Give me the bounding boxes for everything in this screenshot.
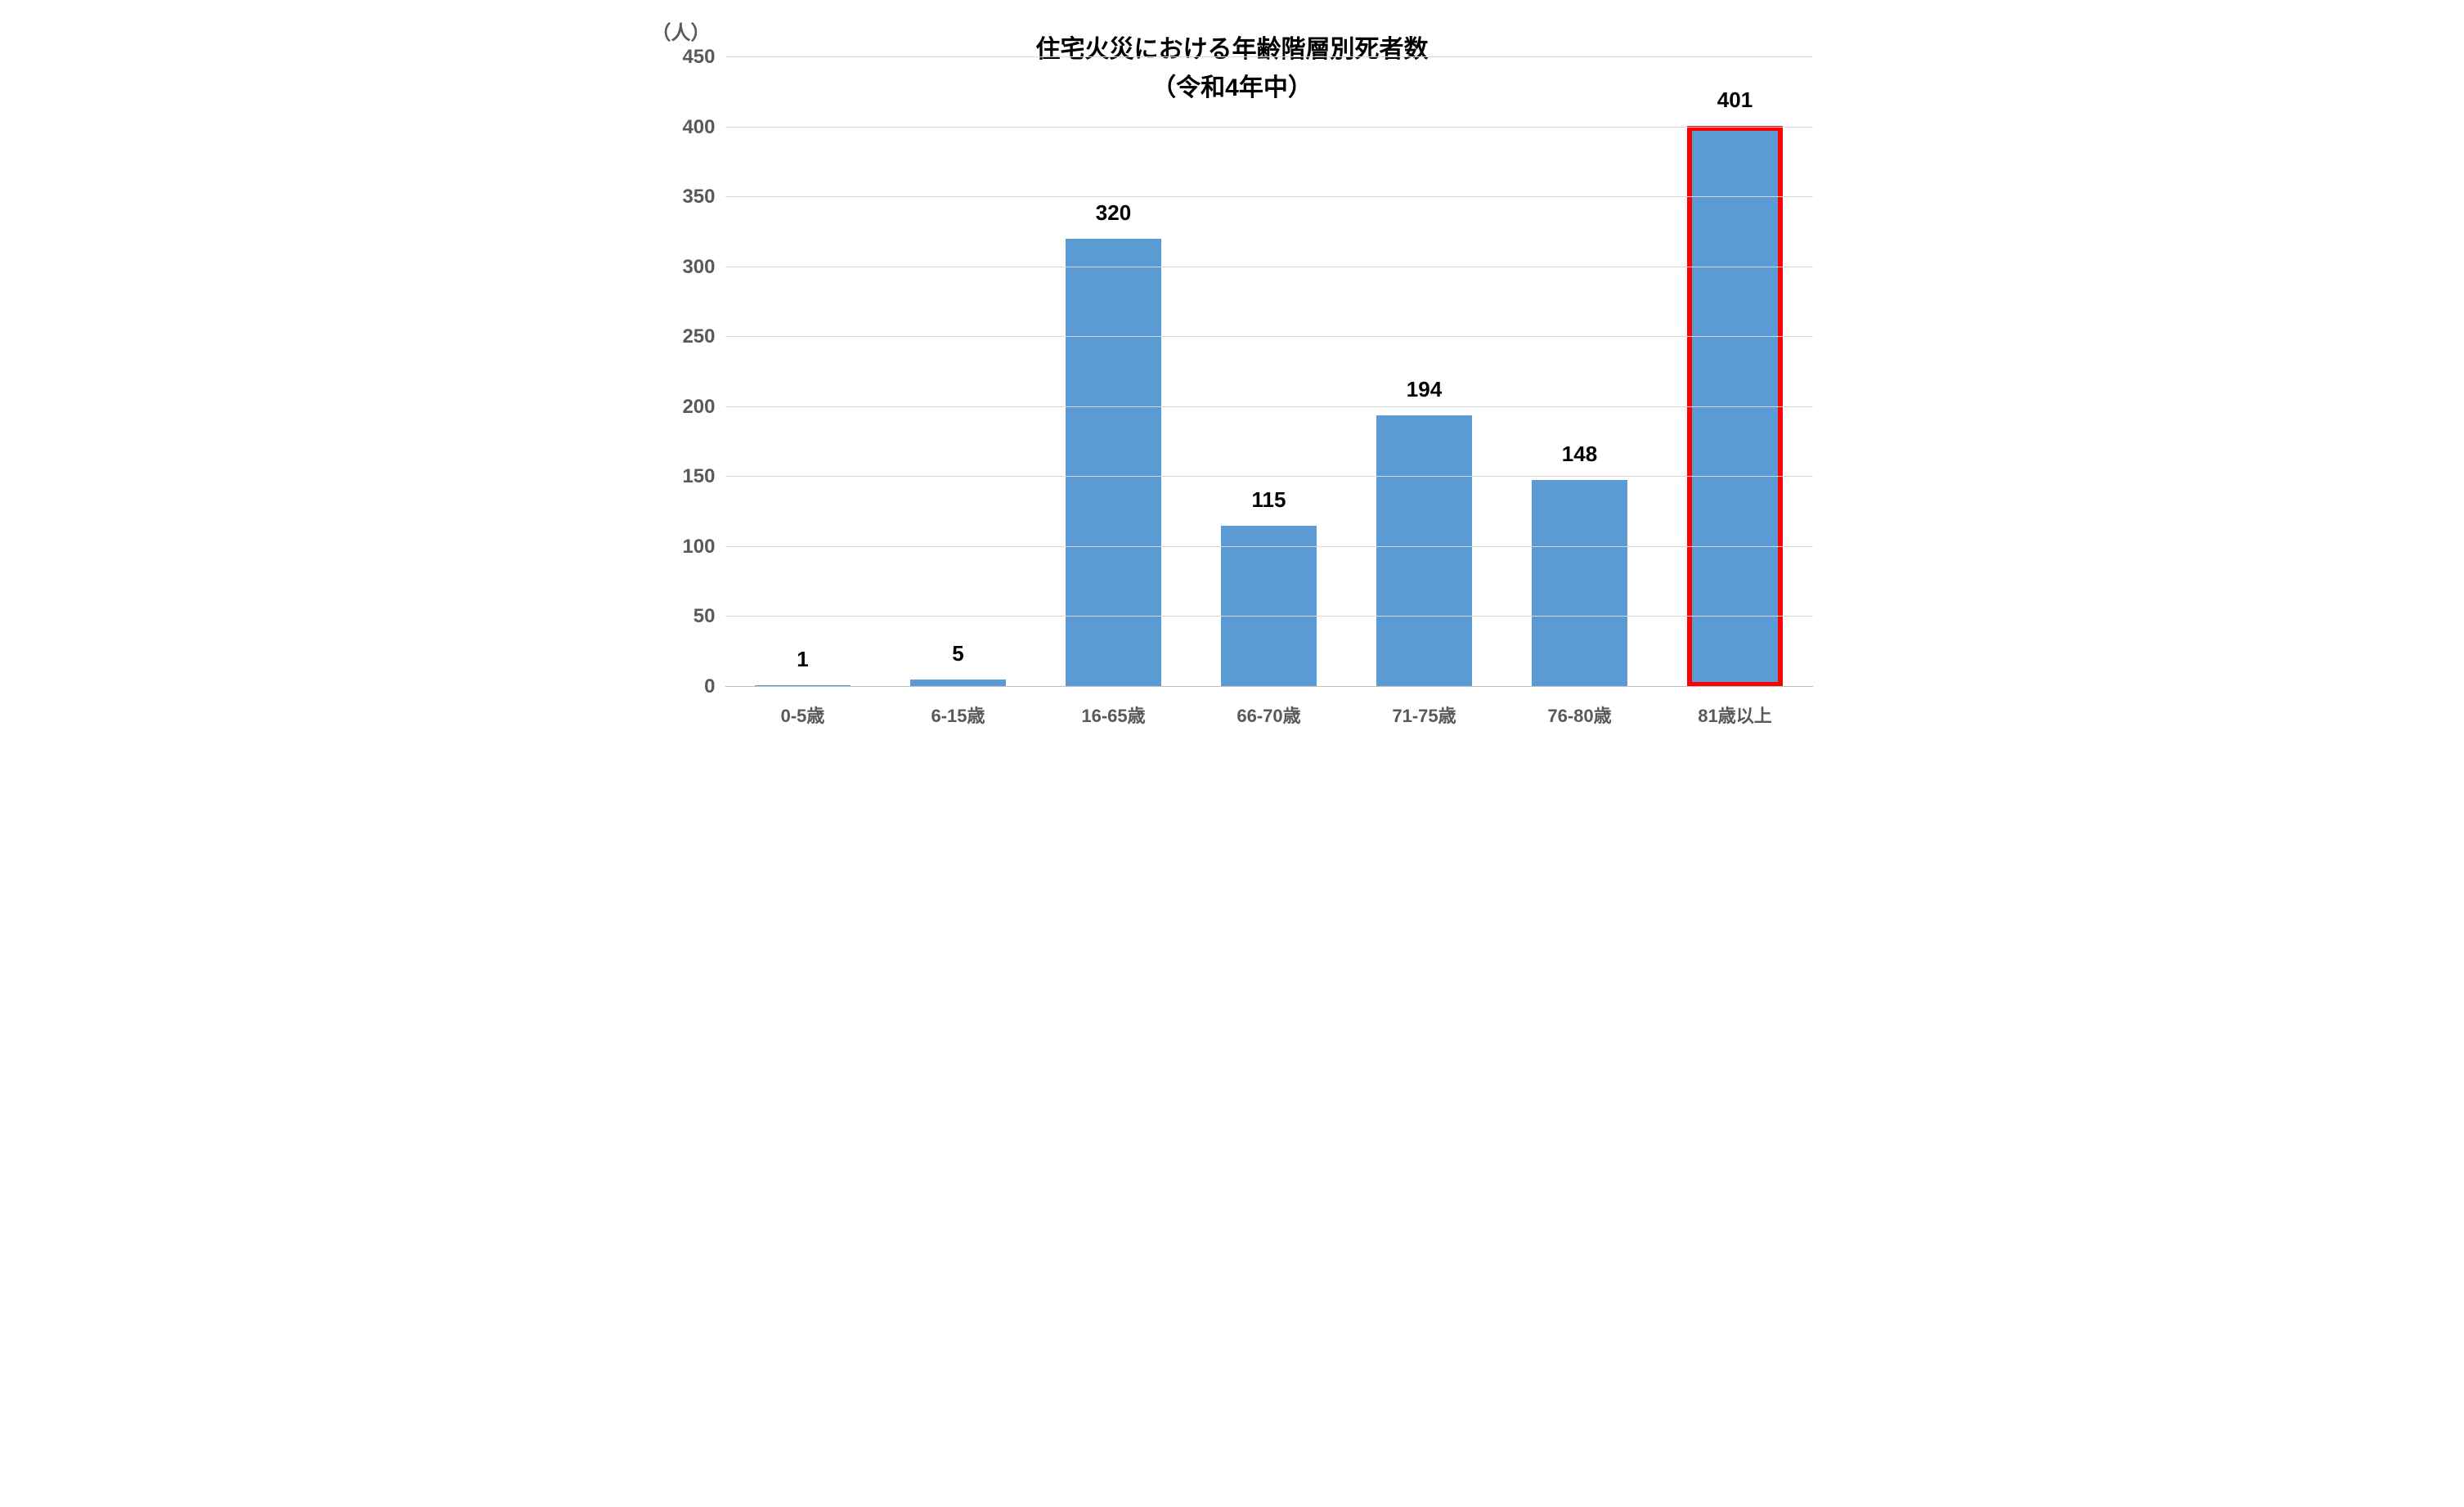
x-tick-label: 66-70歳 [1192, 702, 1347, 728]
bar-slot: 194 [1347, 57, 1502, 687]
y-tick-label: 150 [650, 465, 716, 488]
x-tick-label: 0-5歳 [725, 702, 881, 728]
bar-slot: 401 [1658, 57, 1813, 687]
gridline [725, 546, 1813, 547]
gridline [725, 476, 1813, 477]
bar [1221, 526, 1317, 687]
x-tick-label: 16-65歳 [1036, 702, 1192, 728]
y-axis-unit: （人） [652, 16, 711, 45]
x-tick-label: 71-75歳 [1347, 702, 1502, 728]
y-tick-label: 300 [650, 256, 716, 279]
gridline [725, 127, 1813, 128]
gridline [725, 616, 1813, 617]
y-tick-label: 350 [650, 186, 716, 209]
x-axis-labels: 0-5歳6-15歳16-65歳66-70歳71-75歳76-80歳81歳以上 [725, 702, 1813, 728]
bar [1376, 415, 1473, 687]
x-tick-label: 6-15歳 [881, 702, 1036, 728]
bar-value-label: 148 [1562, 442, 1597, 467]
bar-value-label: 401 [1717, 87, 1753, 113]
gridline [725, 56, 1813, 57]
bar-value-label: 194 [1407, 377, 1442, 402]
bar-chart: （人） 住宅火災における年齢階層別死者数 （令和4年中） 15320115194… [644, 16, 1821, 736]
gridline [725, 336, 1813, 337]
bars-row: 1 5 320 115 194 148 401 [725, 57, 1813, 687]
y-tick-label: 450 [650, 46, 716, 69]
gridline [725, 406, 1813, 407]
bar-slot: 115 [1192, 57, 1347, 687]
bar [1066, 239, 1162, 687]
bar-slot: 148 [1502, 57, 1658, 687]
gridline [725, 686, 1813, 688]
bar [1532, 480, 1628, 687]
y-tick-label: 100 [650, 536, 716, 558]
y-tick-label: 250 [650, 325, 716, 348]
gridline [725, 196, 1813, 197]
x-tick-label: 76-80歳 [1502, 702, 1658, 728]
bar-slot: 320 [1036, 57, 1192, 687]
y-tick-label: 0 [650, 675, 716, 698]
bar-value-label: 5 [952, 641, 963, 666]
bar-value-label: 115 [1252, 487, 1286, 513]
x-tick-label: 81歳以上 [1658, 702, 1813, 728]
plot-area: 15320115194148401 0501001502002503003504… [725, 57, 1813, 687]
bar-value-label: 1 [797, 647, 808, 672]
bar-value-label: 320 [1096, 200, 1131, 226]
y-tick-label: 400 [650, 116, 716, 139]
bar-slot: 5 [881, 57, 1036, 687]
y-tick-label: 50 [650, 605, 716, 628]
y-tick-label: 200 [650, 396, 716, 419]
bar-slot: 1 [725, 57, 881, 687]
